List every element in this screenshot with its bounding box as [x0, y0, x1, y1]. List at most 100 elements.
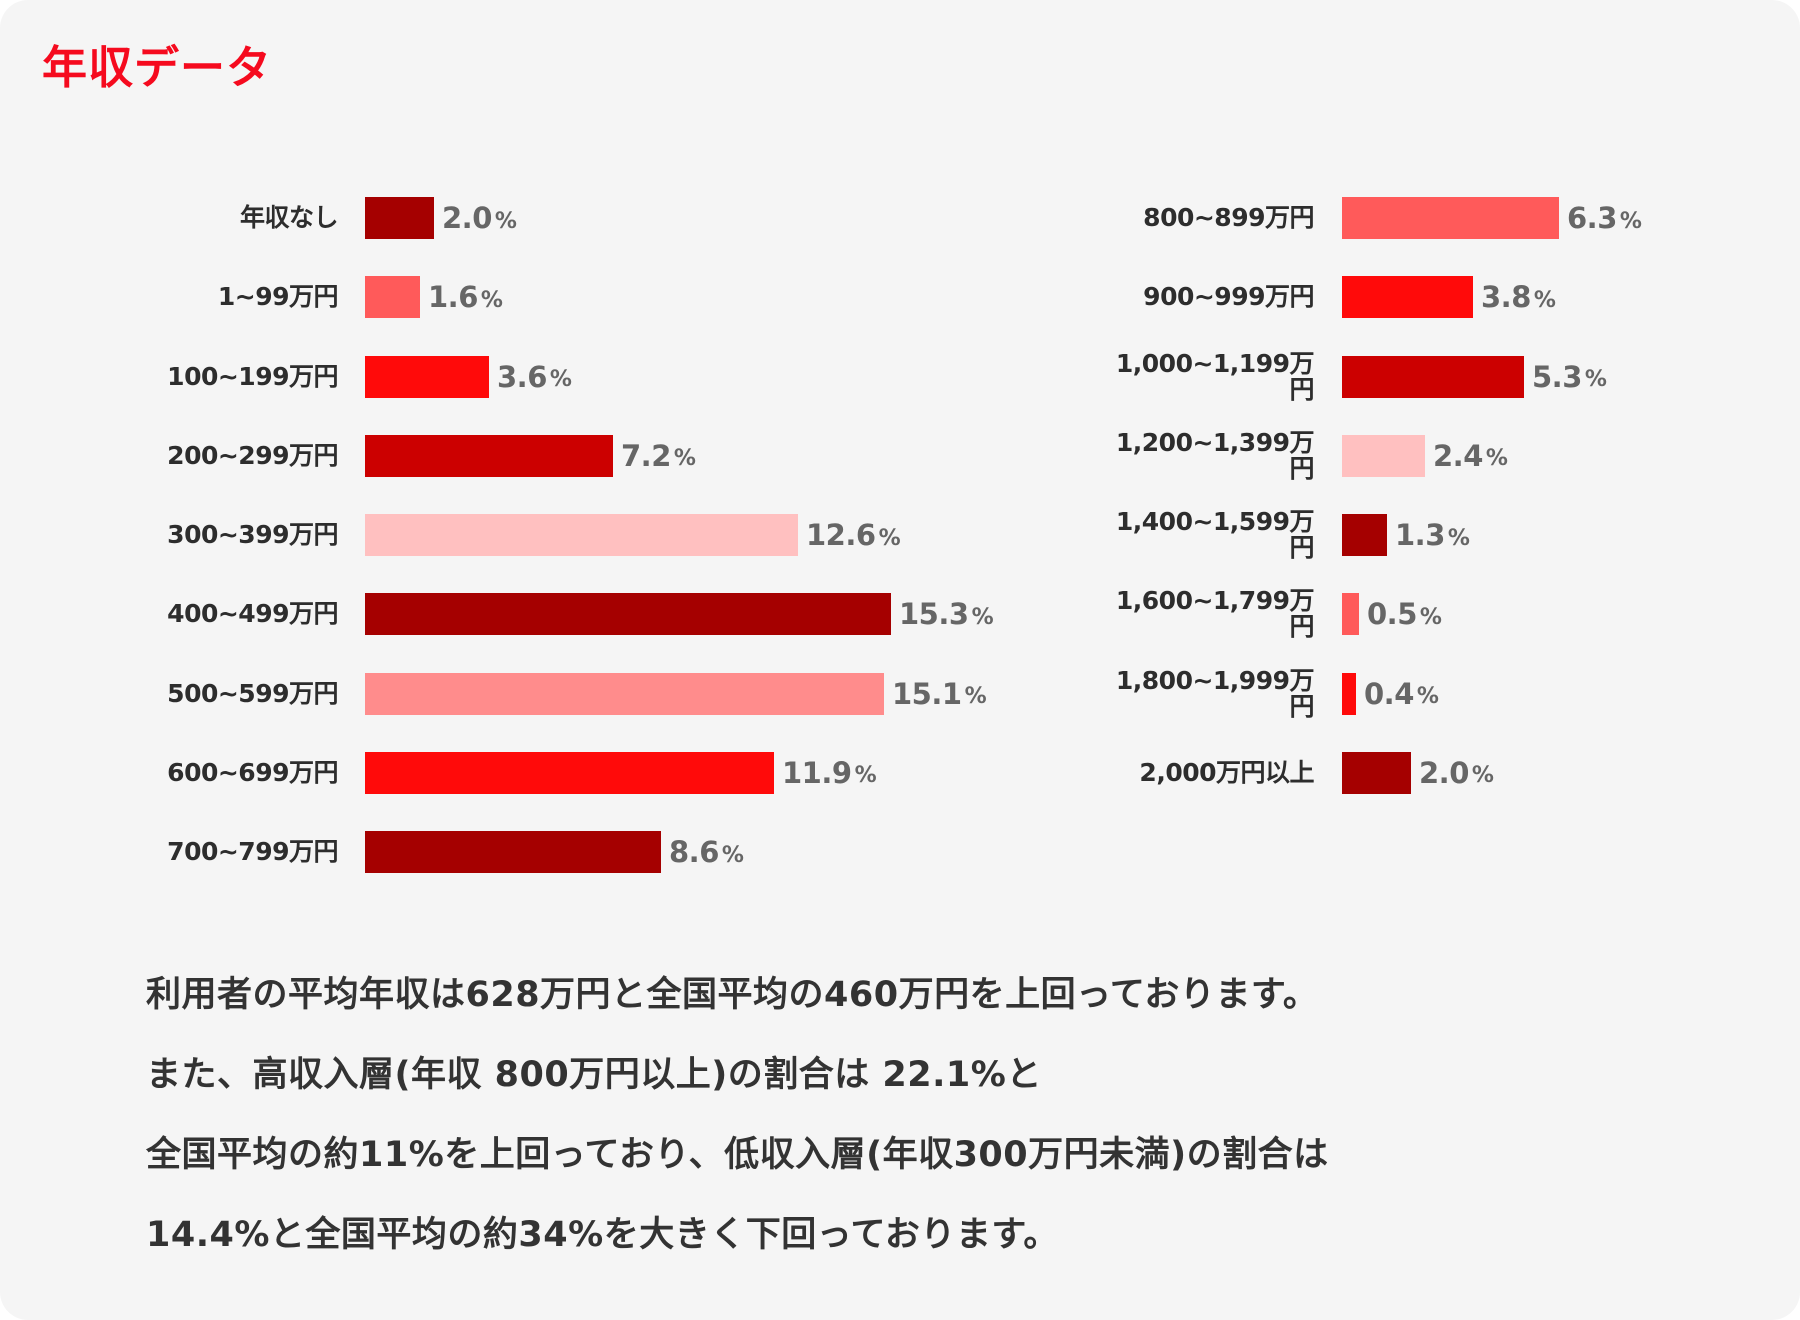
- value-number: 0.5: [1367, 597, 1417, 632]
- bar: [1342, 434, 1425, 477]
- percent-sign: %: [480, 287, 503, 313]
- category-label: 1,200~1,399万円: [1115, 427, 1315, 483]
- percent-sign: %: [1619, 208, 1642, 234]
- percent-sign: %: [1485, 446, 1508, 472]
- value-number: 12.6: [806, 518, 876, 552]
- bar-row: 1,400~1,599万円 1.3%: [0, 509, 1470, 561]
- value-number: 8.6: [669, 835, 719, 869]
- summary-paragraph: 利用者の平均年収は628万円と全国平均の460万円を上回っております。 また、高…: [146, 955, 1329, 1275]
- percent-sign: %: [673, 446, 696, 472]
- value-number: 6.3: [1567, 201, 1617, 235]
- value-label: 8.6%: [669, 831, 744, 873]
- value-label: 1.6%: [428, 276, 503, 318]
- category-label: 900~999万円: [1143, 282, 1314, 312]
- value-number: 3.8: [1481, 280, 1531, 315]
- category-label: 1,800~1,999万円: [1115, 665, 1315, 721]
- bar-row: 100~199万円 3.6%: [0, 355, 900, 398]
- bar: [365, 276, 420, 319]
- value-number: 5.3: [1532, 359, 1582, 394]
- bar-row: 400~499万円 15.3%: [0, 593, 994, 636]
- percent-sign: %: [549, 367, 572, 392]
- percent-sign: %: [494, 208, 517, 234]
- category-label: 200~299万円: [167, 440, 338, 470]
- value-number: 1.3: [1395, 518, 1445, 552]
- value-number: 0.4: [1364, 676, 1414, 711]
- bar: [365, 197, 434, 239]
- bar: [365, 672, 884, 715]
- bar-row: 2,000万円以上 2.0%: [0, 751, 1494, 794]
- bar-row: 1,200~1,399万円 2.4%: [0, 429, 1508, 481]
- category-label: 1,400~1,599万円: [1115, 507, 1315, 562]
- percent-sign: %: [964, 684, 987, 709]
- value-number: 11.9: [782, 755, 852, 790]
- value-label: 1.3%: [1395, 514, 1470, 556]
- value-label: 2.0%: [442, 197, 517, 239]
- bar-row: 年収なし 2.0%: [0, 197, 900, 239]
- bar: [1342, 514, 1387, 556]
- bar: [365, 434, 613, 477]
- percent-sign: %: [878, 525, 901, 551]
- percent-sign: %: [1447, 525, 1470, 551]
- bar-row: 300~399万円 12.6%: [0, 514, 901, 556]
- bar-row: 1~99万円 1.6%: [0, 276, 900, 319]
- bar-row: 200~299万円 7.2%: [0, 434, 900, 477]
- bar: [365, 831, 661, 873]
- percent-sign: %: [1419, 604, 1442, 630]
- bar: [1342, 355, 1524, 398]
- percent-sign: %: [1416, 684, 1439, 709]
- bar: [365, 593, 891, 636]
- percent-sign: %: [1471, 763, 1494, 789]
- value-number: 3.6: [497, 359, 547, 394]
- value-number: 1.6: [428, 280, 478, 315]
- category-label: 300~399万円: [167, 520, 338, 549]
- category-label: 100~199万円: [167, 361, 338, 391]
- category-label: 800~899万円: [1143, 203, 1314, 232]
- bar: [365, 751, 774, 794]
- bar-row: 900~999万円 3.8%: [0, 276, 1556, 319]
- percent-sign: %: [721, 842, 744, 868]
- value-label: 0.5%: [1367, 593, 1442, 635]
- summary-line: 14.4%と全国平均の約34%を大きく下回っております。: [146, 1215, 1059, 1255]
- bar-row: 1,000~1,199万円 5.3%: [0, 350, 1607, 402]
- bar: [365, 514, 798, 556]
- percent-sign: %: [971, 604, 994, 630]
- value-label: 0.4%: [1364, 673, 1439, 715]
- value-label: 2.4%: [1433, 435, 1508, 477]
- percent-sign: %: [854, 763, 877, 789]
- bar-row: 500~599万円 15.1%: [0, 672, 987, 715]
- value-label: 2.0%: [1419, 752, 1494, 794]
- summary-line: 全国平均の約11%を上回っており、低収入層(年収300万円未満)の割合は: [146, 1135, 1329, 1175]
- category-label: 600~699万円: [167, 757, 338, 787]
- bar: [1342, 197, 1559, 239]
- value-number: 2.0: [442, 201, 492, 235]
- category-label: 年収なし: [239, 203, 339, 232]
- category-label: 1~99万円: [217, 282, 339, 312]
- category-label: 500~599万円: [167, 678, 338, 708]
- value-label: 15.1%: [892, 673, 987, 715]
- bar: [1342, 593, 1359, 636]
- percent-sign: %: [1533, 287, 1556, 313]
- bar-row: 1,600~1,799万円 0.5%: [0, 588, 1442, 640]
- category-label: 700~799万円: [167, 837, 338, 866]
- value-number: 15.1: [892, 676, 962, 711]
- value-label: 7.2%: [621, 435, 696, 477]
- value-label: 6.3%: [1567, 197, 1642, 239]
- category-label: 1,600~1,799万円: [1115, 586, 1315, 642]
- page-title: 年収データ: [42, 41, 273, 94]
- category-label: 1,000~1,199万円: [1115, 348, 1315, 404]
- value-label: 15.3%: [899, 593, 994, 635]
- category-label: 2,000万円以上: [1139, 757, 1314, 787]
- percent-sign: %: [1584, 367, 1607, 392]
- value-label: 11.9%: [782, 752, 877, 794]
- bar: [1342, 276, 1473, 319]
- bar: [1342, 672, 1356, 715]
- value-number: 2.0: [1419, 755, 1469, 790]
- value-number: 15.3: [899, 597, 969, 632]
- value-number: 7.2: [621, 438, 671, 473]
- value-label: 12.6%: [806, 514, 901, 556]
- bar-row: 700~799万円 8.6%: [0, 831, 900, 873]
- bar: [1342, 751, 1411, 794]
- bar-row: 800~899万円 6.3%: [0, 197, 1642, 239]
- bar: [365, 355, 489, 398]
